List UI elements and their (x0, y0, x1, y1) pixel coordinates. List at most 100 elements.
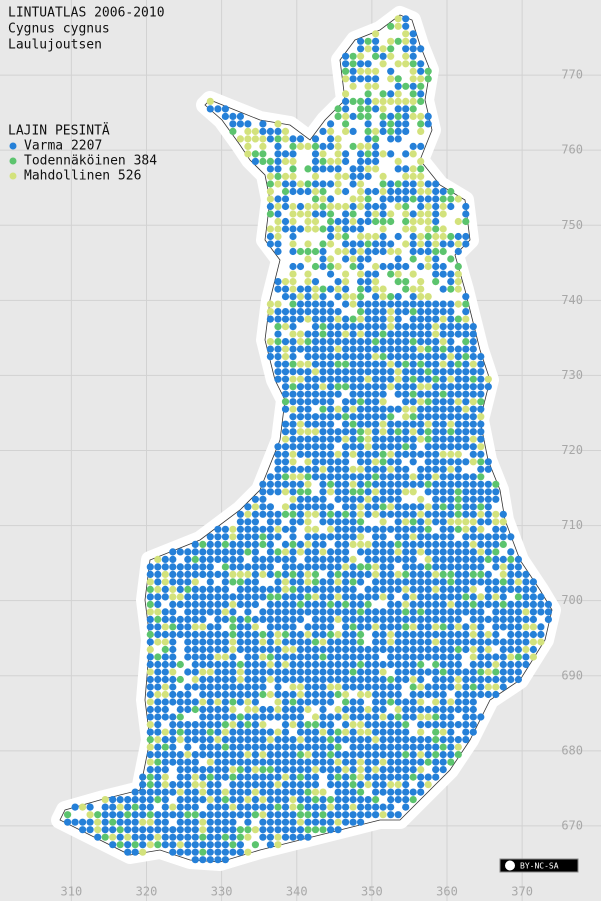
record-dot (169, 638, 177, 646)
record-dot (154, 773, 162, 781)
record-dot (304, 353, 312, 361)
record-dot (379, 293, 387, 301)
record-dot (311, 826, 320, 834)
record-dot (439, 262, 447, 271)
record-dot (409, 330, 417, 338)
record-dot (357, 736, 365, 744)
record-dot (274, 690, 282, 699)
record-dot (342, 495, 350, 503)
record-dot (146, 736, 154, 744)
record-dot (161, 803, 169, 811)
record-dot (244, 653, 252, 661)
record-dot (394, 510, 402, 518)
record-dot (402, 525, 410, 533)
record-dot (387, 660, 395, 669)
record-dot (304, 495, 312, 503)
record-dot (424, 315, 432, 323)
record-dot (439, 428, 447, 436)
record-dot (514, 608, 523, 616)
record-dot (379, 608, 387, 616)
record-dot (409, 353, 417, 361)
record-dot (319, 751, 327, 759)
record-dot (454, 300, 462, 308)
record-dot (469, 698, 477, 706)
record-dot (206, 638, 214, 646)
record-dot (334, 488, 342, 496)
record-dot (124, 796, 132, 804)
record-dot (311, 743, 320, 751)
record-dot (439, 480, 447, 488)
record-dot (289, 645, 297, 654)
record-dot (259, 503, 267, 511)
record-dot (379, 120, 387, 128)
record-dot (214, 548, 222, 556)
record-dot (251, 698, 259, 706)
record-dot (236, 593, 244, 601)
record-dot (281, 698, 290, 706)
record-dot (387, 435, 395, 443)
record-dot (357, 180, 365, 188)
record-dot (424, 578, 432, 586)
record-dot (176, 600, 184, 609)
record-dot (184, 818, 192, 826)
record-dot (342, 300, 350, 308)
record-dot (146, 600, 154, 609)
record-dot (462, 308, 470, 316)
record-dot (484, 683, 492, 691)
record-dot (409, 788, 417, 796)
record-dot (319, 195, 327, 203)
record-dot (311, 788, 320, 796)
record-dot (236, 811, 244, 819)
record-dot (319, 345, 327, 353)
record-dot (296, 510, 305, 518)
record-dot (469, 563, 477, 571)
record-dot (462, 630, 470, 639)
record-dot (244, 623, 252, 631)
record-dot (319, 480, 327, 488)
record-dot (477, 548, 485, 556)
record-dot (462, 713, 470, 721)
record-dot (334, 600, 342, 609)
record-dot (289, 270, 297, 278)
record-dot (221, 713, 229, 721)
record-dot (357, 202, 365, 211)
record-dot (514, 585, 523, 594)
record-dot (274, 135, 282, 143)
record-dot (281, 766, 290, 774)
record-dot (327, 255, 335, 263)
record-dot (372, 781, 380, 789)
record-dot (342, 781, 350, 789)
record-dot (289, 766, 297, 774)
record-dot (161, 796, 169, 804)
record-dot (214, 540, 222, 549)
record-dot (169, 721, 177, 729)
record-dot (274, 142, 282, 150)
record-dot (529, 593, 538, 601)
record-dot (199, 690, 207, 699)
record-dot (447, 285, 455, 293)
record-dot (251, 593, 259, 601)
record-dot (439, 488, 447, 496)
record-dot (154, 683, 162, 691)
record-dot (462, 458, 470, 466)
record-dot (349, 645, 357, 654)
record-dot (417, 353, 425, 361)
record-dot (372, 135, 380, 143)
record-dot (357, 52, 365, 60)
record-dot (424, 593, 432, 601)
record-dot (191, 751, 199, 759)
record-dot (304, 420, 312, 428)
record-dot (529, 578, 538, 586)
record-dot (394, 766, 402, 774)
record-dot (409, 405, 417, 413)
record-dot (492, 495, 500, 503)
record-dot (327, 217, 335, 226)
record-dot (417, 435, 425, 443)
record-dot (236, 675, 244, 684)
record-dot (244, 811, 252, 819)
record-dot (206, 623, 214, 631)
record-dot (161, 615, 169, 624)
record-dot (514, 630, 523, 639)
record-dot (402, 548, 410, 556)
record-dot (387, 480, 395, 488)
